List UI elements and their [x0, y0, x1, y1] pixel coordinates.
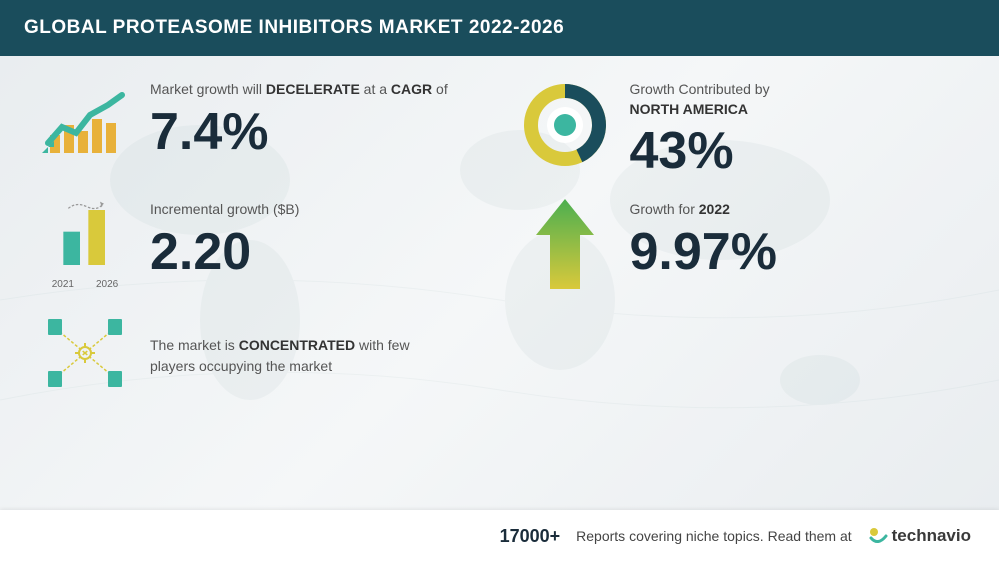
stat-grid: Market growth will DECELERATE at a CAGR … [40, 80, 959, 290]
footer-text: Reports covering niche topics. Read them… [576, 528, 851, 544]
donut-chart-icon [520, 80, 610, 170]
up-arrow-icon [520, 200, 610, 290]
cagr-desc: Market growth will DECELERATE at a CAGR … [150, 80, 480, 100]
bar-year-labels: 2021 2026 [52, 279, 119, 290]
logo-icon [868, 526, 888, 546]
header-title: GLOBAL PROTEASOME INHIBITORS MARKET 2022… [24, 17, 564, 39]
yoy-cell: Growth for 2022 9.97% [520, 200, 960, 290]
region-cell: Growth Contributed byNORTH AMERICA 43% [520, 80, 960, 180]
footer-bar: 17000+ Reports covering niche topics. Re… [0, 510, 999, 562]
logo-text: technavio [892, 526, 971, 546]
network-icon [40, 308, 130, 398]
technavio-logo: technavio [868, 526, 971, 546]
header-bar: GLOBAL PROTEASOME INHIBITORS MARKET 2022… [0, 0, 999, 56]
concentration-cell: The market is CONCENTRATED with few play… [40, 308, 460, 398]
concentration-desc: The market is CONCENTRATED with few play… [150, 335, 410, 377]
bar-compare-icon: 2021 2026 [40, 200, 130, 290]
incremental-cell: 2021 2026 Incremental growth ($B) 2.20 [40, 200, 480, 290]
incremental-value: 2.20 [150, 224, 480, 281]
yoy-desc: Growth for 2022 [630, 200, 960, 220]
content-area: Market growth will DECELERATE at a CAGR … [0, 56, 999, 510]
region-desc: Growth Contributed byNORTH AMERICA [630, 80, 960, 119]
footer-count: 17000+ [500, 526, 561, 547]
region-value: 43% [630, 123, 960, 180]
cagr-chart-icon [40, 80, 130, 170]
yoy-value: 9.97% [630, 224, 960, 281]
cagr-value: 7.4% [150, 104, 480, 161]
infographic-canvas: GLOBAL PROTEASOME INHIBITORS MARKET 2022… [0, 0, 999, 562]
incremental-desc: Incremental growth ($B) [150, 200, 480, 220]
cagr-cell: Market growth will DECELERATE at a CAGR … [40, 80, 480, 180]
